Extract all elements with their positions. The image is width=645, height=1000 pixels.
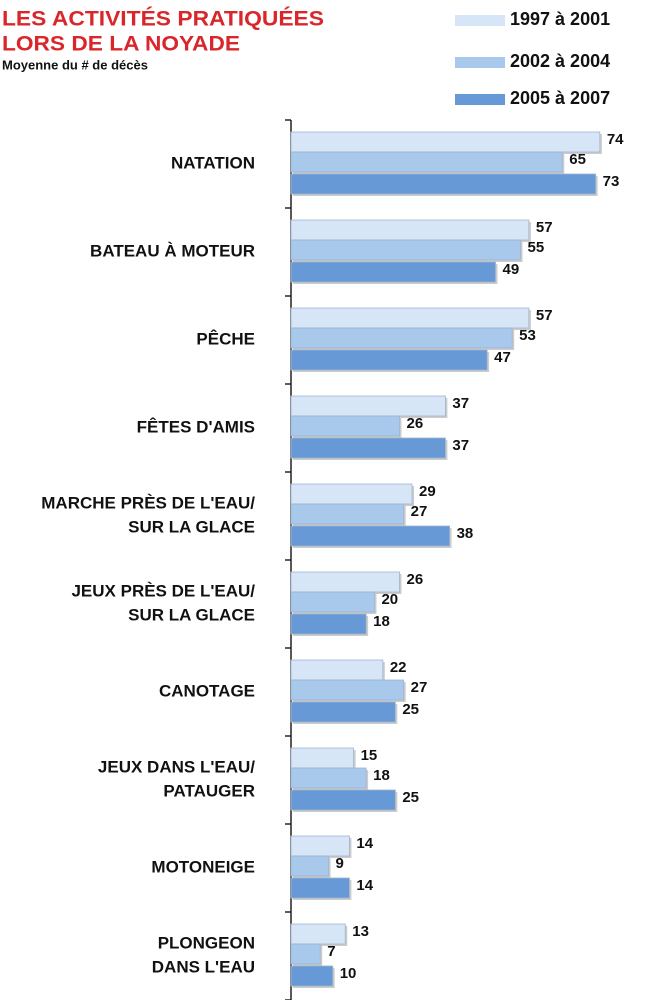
category-label: PLONGEON (158, 933, 255, 952)
value-label: 20 (381, 591, 398, 608)
bar (290, 965, 334, 987)
bar (290, 349, 488, 371)
bar (290, 437, 446, 459)
chart-title: LES ACTIVITÉS PRATIQUÉES (2, 8, 324, 31)
category-label: FÊTES D'AMIS (137, 417, 255, 436)
bar (290, 877, 350, 899)
category-label: JEUX DANS L'EAU/ (98, 757, 255, 776)
bar (290, 835, 350, 857)
category-label: CANOTAGE (159, 681, 255, 700)
category-label: NATATION (171, 153, 255, 172)
bar (290, 173, 597, 195)
value-label: 27 (411, 679, 428, 696)
bar (290, 613, 367, 635)
legend-label: 2005 à 2007 (510, 88, 610, 108)
bar (290, 219, 530, 241)
bar (290, 239, 521, 261)
category-label: SUR LA GLACE (128, 605, 255, 624)
value-label: 10 (340, 965, 357, 982)
bar (290, 701, 396, 723)
value-label: 49 (502, 261, 519, 278)
value-label: 65 (569, 151, 586, 168)
value-label: 37 (452, 437, 469, 454)
value-label: 74 (607, 131, 624, 148)
bar (290, 923, 346, 945)
value-label: 26 (407, 571, 424, 588)
value-label: 7 (327, 943, 335, 960)
value-label: 22 (390, 659, 407, 676)
value-label: 73 (603, 173, 620, 190)
category-label: BATEAU À MOTEUR (90, 241, 255, 260)
bar (290, 415, 400, 437)
bar (290, 261, 496, 283)
value-label: 29 (419, 483, 436, 500)
category-label: MOTONEIGE (151, 857, 255, 876)
value-label: 9 (336, 855, 344, 872)
legend-swatch (455, 57, 505, 68)
value-label: 25 (402, 701, 419, 718)
value-label: 27 (411, 503, 428, 520)
category-label: DANS L'EAU (152, 957, 255, 976)
value-label: 25 (402, 789, 419, 806)
bar (290, 483, 413, 505)
category-label: SUR LA GLACE (128, 517, 255, 536)
category-label: PATAUGER (163, 781, 255, 800)
bar (290, 943, 321, 965)
bar (290, 131, 601, 153)
value-label: 37 (452, 395, 469, 412)
bar (290, 525, 450, 547)
value-label: 18 (373, 767, 390, 784)
chart-subtitle: Moyenne du # de décès (2, 57, 148, 72)
bar (290, 327, 513, 349)
value-label: 57 (536, 307, 553, 324)
value-label: 57 (536, 219, 553, 236)
value-label: 38 (457, 525, 474, 542)
value-label: 55 (528, 239, 545, 256)
legend-swatch (455, 94, 505, 105)
bar (290, 151, 563, 173)
bar (290, 571, 400, 593)
value-label: 14 (356, 877, 373, 894)
category-label: JEUX PRÈS DE L'EAU/ (71, 581, 255, 600)
bar (290, 789, 396, 811)
value-label: 18 (373, 613, 390, 630)
legend-label: 1997 à 2001 (510, 9, 610, 29)
legend-swatch (455, 15, 505, 26)
value-label: 47 (494, 349, 511, 366)
value-label: 15 (361, 747, 378, 764)
bar (290, 767, 367, 789)
value-label: 26 (407, 415, 424, 432)
value-label: 13 (352, 923, 369, 940)
bar (290, 395, 446, 417)
bar (290, 307, 530, 329)
bar (290, 503, 405, 525)
chart-title: LORS DE LA NOYADE (2, 33, 240, 56)
bar (290, 855, 329, 877)
value-label: 14 (356, 835, 373, 852)
value-label: 53 (519, 327, 536, 344)
bar (290, 747, 354, 769)
bar (290, 659, 384, 681)
bar (290, 679, 405, 701)
category-label: PÊCHE (196, 329, 255, 348)
bar (290, 591, 375, 613)
legend-label: 2002 à 2004 (510, 51, 610, 71)
category-label: MARCHE PRÈS DE L'EAU/ (41, 493, 255, 512)
